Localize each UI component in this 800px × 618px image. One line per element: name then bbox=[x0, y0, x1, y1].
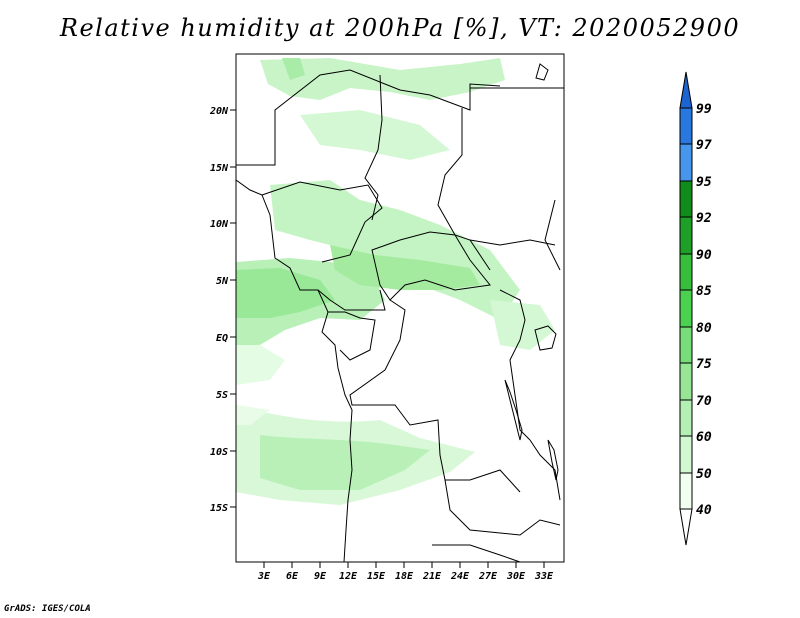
lake-malawi bbox=[547, 439, 559, 481]
border-ne-2 bbox=[544, 199, 561, 271]
border-gabon bbox=[328, 311, 376, 361]
colorbar-label: 92 bbox=[696, 211, 712, 226]
border-congo-drc bbox=[349, 299, 521, 493]
longitude-axis: 3E 6E 9E 12E 15E 18E 21E 24E 27E 30E 33E bbox=[257, 562, 554, 582]
colorbar-label: 50 bbox=[696, 467, 712, 482]
humidity-north bbox=[260, 58, 505, 100]
humidity-north-2 bbox=[300, 110, 450, 160]
colorbar-label: 75 bbox=[696, 357, 712, 372]
latitude-axis: 20N 15N 10N 5N EQ 5S 10S 15S bbox=[209, 106, 236, 514]
humidity-west-core bbox=[236, 268, 335, 318]
colorbar-label: 95 bbox=[696, 175, 712, 190]
colorbar-segment bbox=[679, 399, 693, 437]
country-borders bbox=[236, 63, 564, 562]
colorbar-segment bbox=[679, 180, 693, 218]
colorbar-top-triangle bbox=[679, 71, 693, 109]
lat-tick-label: 5S bbox=[216, 390, 228, 401]
lon-tick-label: 21E bbox=[422, 571, 442, 582]
humidity-central-core bbox=[330, 245, 480, 290]
colorbar-segment bbox=[679, 289, 693, 328]
colorbar: 99 97 95 92 90 85 80 75 70 60 50 40 bbox=[679, 71, 712, 546]
humidity-west-low bbox=[236, 345, 285, 385]
border-south-1 bbox=[444, 479, 561, 536]
lat-tick-label: 20N bbox=[209, 106, 229, 117]
colorbar-segment bbox=[679, 253, 693, 291]
lat-tick-label: 15S bbox=[210, 503, 228, 514]
colorbar-segment bbox=[679, 216, 693, 255]
lat-tick-label: 5N bbox=[216, 276, 229, 287]
lon-tick-label: 33E bbox=[534, 571, 554, 582]
border-sahel-north bbox=[236, 69, 501, 166]
coastline-west bbox=[236, 179, 353, 562]
humidity-north-core bbox=[282, 58, 305, 80]
colorbar-label: 40 bbox=[696, 503, 712, 518]
humidity-band-south-core bbox=[260, 435, 430, 490]
colorbar-segment bbox=[679, 326, 693, 364]
colorbar-label: 97 bbox=[696, 138, 712, 153]
lon-tick-label: 30E bbox=[506, 571, 526, 582]
colorbar-label: 90 bbox=[696, 248, 712, 263]
lon-tick-label: 24E bbox=[450, 571, 470, 582]
lon-tick-label: 9E bbox=[314, 571, 327, 582]
lon-tick-label: 6E bbox=[286, 571, 299, 582]
lat-tick-label: EQ bbox=[216, 333, 228, 344]
map-frame bbox=[235, 53, 565, 563]
border-car bbox=[371, 231, 491, 301]
lon-tick-label: 3E bbox=[257, 571, 271, 582]
border-sudan-ss bbox=[469, 239, 556, 246]
humidity-field bbox=[236, 58, 555, 505]
colorbar-segment bbox=[679, 143, 693, 182]
map-title: Relative humidity at 200hPa [%], VT: 202… bbox=[59, 14, 741, 42]
lat-tick-label: 15N bbox=[210, 163, 229, 174]
colorbar-segment bbox=[679, 107, 693, 145]
colorbar-label: 85 bbox=[696, 284, 712, 299]
coast-red-sea bbox=[535, 63, 549, 81]
grads-credit: GrADS: IGES/COLA bbox=[4, 604, 91, 614]
lake-victoria bbox=[534, 325, 557, 351]
lon-tick-label: 15E bbox=[367, 571, 386, 582]
border-east-1 bbox=[499, 289, 531, 441]
lat-tick-label: 10N bbox=[210, 219, 229, 230]
border-nigeria bbox=[261, 181, 383, 263]
lon-tick-label: 27E bbox=[478, 571, 498, 582]
humidity-sw-scatter bbox=[236, 405, 270, 425]
border-east-2 bbox=[529, 439, 561, 501]
lon-tick-label: 18E bbox=[395, 571, 414, 582]
colorbar-label: 60 bbox=[696, 430, 712, 445]
lat-tick-label: 10S bbox=[210, 447, 228, 458]
border-south-2 bbox=[432, 544, 521, 562]
colorbar-label: 99 bbox=[696, 102, 712, 117]
colorbar-label: 80 bbox=[696, 321, 712, 336]
colorbar-segment bbox=[679, 362, 693, 401]
lake-tanganyika bbox=[504, 379, 523, 441]
colorbar-segment bbox=[679, 435, 693, 474]
colorbar-segment bbox=[679, 472, 693, 510]
border-cameroon bbox=[317, 289, 386, 311]
colorbar-bottom-triangle bbox=[679, 508, 693, 546]
humidity-east bbox=[490, 300, 555, 350]
lon-tick-label: 12E bbox=[339, 571, 358, 582]
colorbar-label: 70 bbox=[696, 394, 712, 409]
